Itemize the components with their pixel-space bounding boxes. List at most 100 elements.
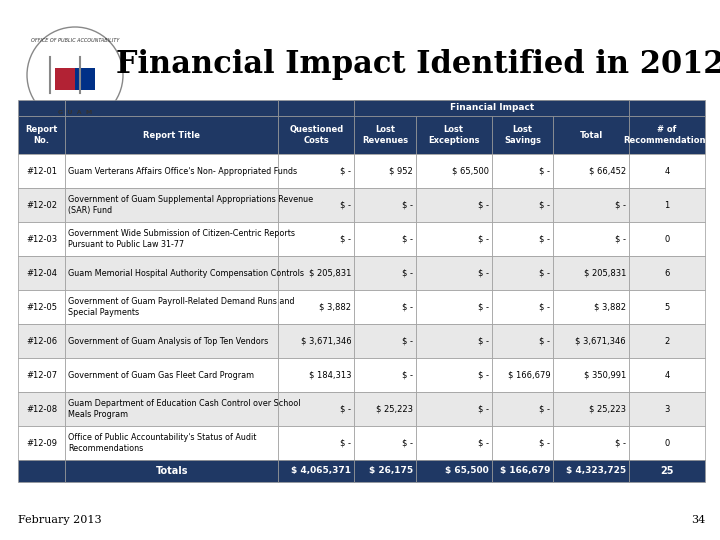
Bar <box>18 222 65 256</box>
Text: February 2013: February 2013 <box>18 515 102 525</box>
Bar <box>492 222 553 256</box>
Bar <box>65 222 279 256</box>
Bar <box>354 290 415 324</box>
Bar <box>415 154 492 188</box>
Bar <box>279 188 354 222</box>
Bar <box>415 100 492 116</box>
Bar <box>18 116 65 154</box>
Bar <box>415 188 492 222</box>
Bar <box>279 460 354 482</box>
Text: $ 65,500: $ 65,500 <box>451 166 489 176</box>
Bar <box>553 154 629 188</box>
Text: #12-09: #12-09 <box>26 438 57 448</box>
Bar <box>354 100 629 116</box>
Text: $ 350,991: $ 350,991 <box>584 370 626 380</box>
Bar <box>18 426 65 460</box>
Text: 5: 5 <box>665 302 670 312</box>
Text: 6: 6 <box>665 268 670 278</box>
Bar <box>553 460 629 482</box>
Text: Lost
Exceptions: Lost Exceptions <box>428 125 480 145</box>
Text: G  U  A  M: G U A M <box>58 111 92 116</box>
Bar <box>65 290 279 324</box>
Text: $ 26,175: $ 26,175 <box>369 467 413 476</box>
Text: $ -: $ - <box>539 166 550 176</box>
Bar <box>354 154 415 188</box>
Bar <box>18 154 65 188</box>
Text: 34: 34 <box>690 515 705 525</box>
Text: Government of Guam Supplemental Appropriations Revenue
(SAR) Fund: Government of Guam Supplemental Appropri… <box>68 195 313 215</box>
Text: $ 3,882: $ 3,882 <box>594 302 626 312</box>
Text: $ -: $ - <box>341 234 351 244</box>
Text: $ -: $ - <box>477 404 489 414</box>
Text: $ -: $ - <box>341 438 351 448</box>
Text: $ -: $ - <box>402 336 413 346</box>
Text: #12-08: #12-08 <box>26 404 57 414</box>
Text: #12-04: #12-04 <box>26 268 57 278</box>
Text: $ -: $ - <box>402 370 413 380</box>
Bar <box>18 392 65 426</box>
Bar <box>354 358 415 392</box>
Bar <box>65 460 279 482</box>
Bar <box>65 392 279 426</box>
Bar <box>553 116 629 154</box>
Bar <box>415 426 492 460</box>
Bar <box>279 358 354 392</box>
Bar <box>65 256 279 290</box>
Bar <box>415 324 492 358</box>
Text: Report
No.: Report No. <box>25 125 58 145</box>
Bar <box>629 116 705 154</box>
Text: 1: 1 <box>665 200 670 210</box>
Text: Government of Guam Gas Fleet Card Program: Government of Guam Gas Fleet Card Progra… <box>68 370 254 380</box>
Bar <box>492 460 553 482</box>
Bar <box>553 358 629 392</box>
Bar <box>279 116 354 154</box>
Bar <box>629 426 705 460</box>
Bar <box>492 358 553 392</box>
Text: $ -: $ - <box>615 200 626 210</box>
Bar <box>18 460 65 482</box>
Bar <box>18 290 65 324</box>
Text: $ -: $ - <box>539 268 550 278</box>
Text: 0: 0 <box>665 438 670 448</box>
Bar <box>492 100 553 116</box>
Bar <box>553 290 629 324</box>
Text: 0: 0 <box>665 234 670 244</box>
Bar <box>492 324 553 358</box>
Bar <box>415 290 492 324</box>
Bar <box>629 290 705 324</box>
Bar <box>492 290 553 324</box>
Bar <box>354 460 415 482</box>
Text: 4: 4 <box>665 166 670 176</box>
Bar <box>415 116 492 154</box>
Bar <box>279 290 354 324</box>
Text: Financial Impact: Financial Impact <box>449 104 534 112</box>
Text: Totals: Totals <box>156 466 188 476</box>
Bar <box>492 392 553 426</box>
Text: Lost
Savings: Lost Savings <box>504 125 541 145</box>
Bar <box>553 188 629 222</box>
Text: $ -: $ - <box>615 438 626 448</box>
Text: # of
Recommendations: # of Recommendations <box>624 125 711 145</box>
Bar <box>65 188 279 222</box>
Text: 3: 3 <box>665 404 670 414</box>
Text: $ -: $ - <box>402 234 413 244</box>
Bar <box>354 324 415 358</box>
Bar <box>18 100 65 116</box>
Bar <box>279 154 354 188</box>
Text: $ 166,679: $ 166,679 <box>508 370 550 380</box>
Text: $ 65,500: $ 65,500 <box>445 467 489 476</box>
Bar <box>354 116 415 154</box>
Text: $ -: $ - <box>539 404 550 414</box>
Text: $ -: $ - <box>402 268 413 278</box>
Bar <box>279 324 354 358</box>
Text: Government of Guam Analysis of Top Ten Vendors: Government of Guam Analysis of Top Ten V… <box>68 336 269 346</box>
Text: $ 166,679: $ 166,679 <box>500 467 550 476</box>
Bar <box>354 392 415 426</box>
Text: 25: 25 <box>660 466 674 476</box>
Text: $ -: $ - <box>341 166 351 176</box>
Bar <box>18 256 65 290</box>
Text: $ -: $ - <box>539 200 550 210</box>
Bar <box>65 324 279 358</box>
Bar <box>415 222 492 256</box>
Text: $ 4,065,371: $ 4,065,371 <box>292 467 351 476</box>
